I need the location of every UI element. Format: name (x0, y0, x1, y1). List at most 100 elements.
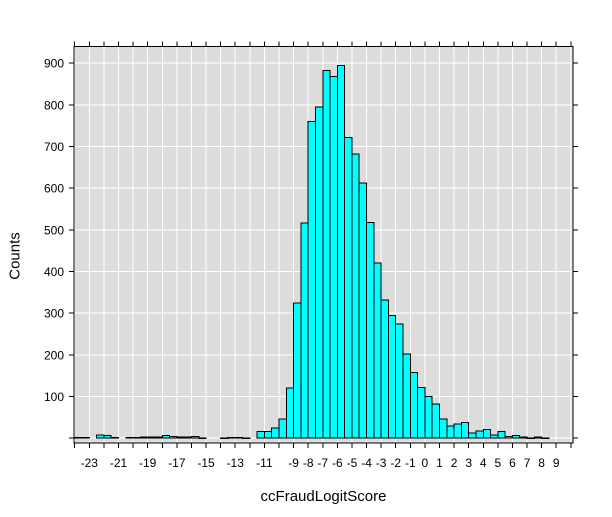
x-tick-label: -23 (81, 456, 99, 470)
histogram-bar (358, 182, 368, 439)
y-tick-label: 100 (44, 390, 64, 404)
histogram-bar (453, 423, 462, 439)
x-tick-label: -6 (332, 456, 343, 470)
histogram-bar (417, 386, 426, 439)
histogram-bar (278, 418, 287, 439)
histogram-bar (497, 431, 506, 439)
histogram-bar (322, 70, 331, 439)
histogram-bar (533, 436, 543, 439)
histogram-bar (234, 436, 244, 439)
histogram-bar (475, 430, 484, 439)
histogram-bar (541, 437, 550, 439)
histogram-bar (438, 418, 448, 439)
x-tick-label: 0 (422, 456, 429, 470)
x-tick-labels: -23 -21 -19 -17 -15 -13 -11 -9 -8 -7 -6 -5 -4 -3 -2 -1 0… (81, 456, 560, 470)
x-tick-label: -4 (361, 456, 372, 470)
histogram-bar (402, 353, 411, 439)
histogram-bar (409, 371, 419, 439)
x-tick-label: -7 (317, 456, 328, 470)
y-tick-label: 700 (44, 140, 64, 154)
y-tick-label: 400 (44, 265, 64, 279)
y-tick-label: 800 (44, 98, 64, 112)
x-tick-label: 7 (524, 456, 531, 470)
histogram-bar (351, 153, 360, 439)
y-axis-title: Counts (6, 232, 24, 280)
x-tick-label: -2 (390, 456, 401, 470)
histogram-bar (198, 437, 207, 439)
y-tick-label: 600 (44, 182, 64, 196)
histogram-bar (366, 221, 375, 439)
x-tick-label: -3 (376, 456, 387, 470)
histogram-bar (271, 427, 280, 439)
histogram-bar (468, 432, 477, 439)
histogram-bar (125, 436, 134, 439)
histogram-bar (373, 262, 382, 439)
histogram-bar (329, 76, 338, 439)
x-axis-title: ccFraudLogitScore (260, 488, 387, 505)
x-tick-label: 3 (465, 456, 472, 470)
histogram-bar (526, 437, 535, 439)
axis-ticks (69, 41, 578, 448)
histogram-bar (183, 436, 192, 439)
histogram-bar (161, 434, 171, 439)
histogram-bar (154, 436, 163, 439)
x-tick-label: -17 (168, 456, 186, 470)
histogram-bar (285, 387, 295, 439)
x-tick-label: -21 (110, 456, 128, 470)
histogram-bar (446, 425, 455, 439)
histogram-bar (176, 436, 185, 439)
y-tick-label: 900 (44, 57, 64, 71)
histogram-bar (74, 436, 83, 439)
histogram-bar (460, 421, 470, 439)
histogram-bar (110, 436, 120, 439)
histogram-bar (190, 436, 200, 439)
x-tick-label: -9 (288, 456, 299, 470)
histogram-bar (336, 65, 346, 439)
histogram-bar (504, 436, 513, 439)
histogram-bar (147, 436, 156, 439)
x-tick-label: -5 (347, 456, 358, 470)
histogram-bar (307, 121, 316, 439)
histogram-bar (132, 436, 141, 439)
x-tick-label: -1 (405, 456, 416, 470)
histogram-bar (293, 302, 302, 439)
x-tick-label: 6 (509, 456, 516, 470)
x-tick-label: -19 (139, 456, 157, 470)
histogram-bar (482, 428, 492, 439)
histogram-bar (169, 436, 178, 439)
x-tick-label: -11 (256, 456, 273, 470)
histogram-bar (300, 222, 309, 439)
x-tick-label: -13 (227, 456, 245, 470)
histogram-bar (395, 323, 404, 439)
histogram-bar (314, 106, 324, 439)
x-tick-label: 2 (451, 456, 458, 470)
histogram-bar (96, 434, 105, 439)
y-tick-label: 200 (44, 348, 64, 362)
histogram-bar (220, 437, 229, 439)
x-tick-label: 9 (553, 456, 560, 470)
histogram-bar (519, 436, 528, 439)
histogram-bar (511, 435, 521, 439)
plot-frame (73, 46, 574, 444)
histogram-bar (344, 136, 353, 439)
histogram-bar (103, 435, 112, 439)
x-tick-label: 5 (495, 456, 502, 470)
histogram-bar (387, 315, 397, 439)
y-tick-label: 300 (44, 307, 64, 321)
histogram-bars (74, 65, 550, 439)
histogram-bar (263, 431, 273, 439)
x-tick-label: 1 (436, 456, 443, 470)
histogram-bar (431, 403, 440, 439)
x-tick-label: -15 (197, 456, 215, 470)
histogram-bar (424, 396, 433, 439)
histogram-bar (242, 437, 251, 439)
histogram-bar (490, 434, 499, 439)
x-tick-label: 8 (538, 456, 545, 470)
x-tick-label: -8 (303, 456, 314, 470)
y-tick-labels: 100 200 300 400 500 600 700 800 900 (44, 57, 64, 404)
histogram-bar (256, 431, 265, 439)
histogram-bar (81, 436, 90, 439)
histogram-bar (380, 299, 389, 439)
